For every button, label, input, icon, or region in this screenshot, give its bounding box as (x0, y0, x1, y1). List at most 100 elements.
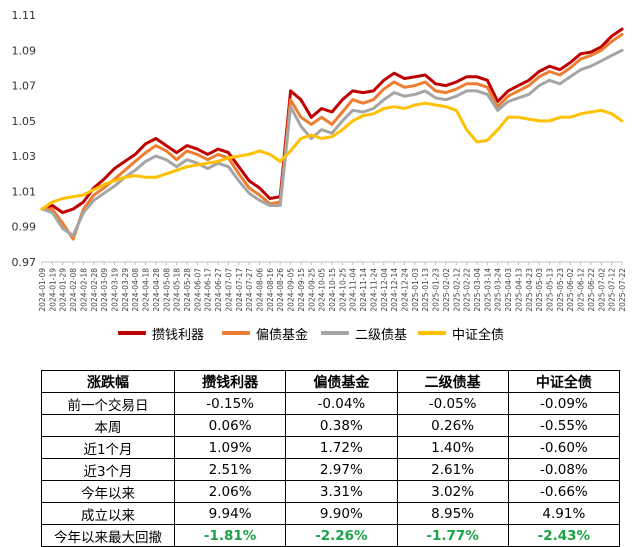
x-tick-label: 2024-03-29 (121, 268, 130, 312)
x-tick-label: 2024-04-28 (152, 268, 161, 312)
table-cell: 0.26% (396, 414, 509, 437)
row-label: 成立以来 (41, 502, 175, 525)
table-cell: 2.61% (396, 458, 509, 481)
x-tick-label: 2024-11-04 (349, 268, 358, 312)
performance-table: 涨跌幅 攒钱利器 偏债基金 二级债基 中证全债 前一个交易日 -0.15% -0.04% -0… (41, 370, 621, 547)
x-tick-label: 2024-03-19 (111, 268, 120, 312)
x-tick-label: 2025-05-03 (535, 268, 544, 312)
table-row: 近3个月 2.51% 2.97% 2.61% -0.08% (41, 458, 621, 481)
x-tick-label: 2024-07-17 (235, 268, 244, 312)
x-tick-label: 2025-01-03 (411, 268, 420, 312)
table-cell: -2.26% (285, 524, 398, 547)
x-tick-label: 2024-12-14 (390, 268, 399, 312)
table-row: 今年以来最大回撤 -1.81% -2.26% -1.77% -2.43% (41, 524, 621, 547)
table-cell: 2.06% (173, 480, 287, 503)
x-tick-label: 2024-05-08 (162, 268, 171, 312)
y-tick-label: 1.05 (12, 115, 37, 128)
legend-item: 中证全债 (418, 320, 504, 346)
table-row: 今年以来 2.06% 3.31% 3.02% -0.66% (41, 480, 621, 503)
y-tick-label: 0.99 (12, 221, 37, 234)
x-tick-label: 2025-07-12 (608, 268, 617, 312)
x-tick-label: 2025-06-12 (577, 268, 586, 312)
table-cell: 0.38% (285, 414, 398, 437)
legend-label: 二级债基 (355, 327, 408, 343)
table-cell: -1.77% (396, 524, 509, 547)
x-tick-label: 2024-08-06 (256, 268, 265, 312)
table-cell: 1.72% (285, 436, 398, 459)
series-line-3 (40, 48, 624, 237)
table-cell: 8.95% (396, 502, 509, 525)
table-row: 成立以来 9.94% 9.90% 8.95% 4.91% (41, 502, 621, 525)
series-line-4 (40, 101, 624, 211)
row-label: 今年以来 (41, 480, 175, 503)
table-header-cell: 二级债基 (396, 370, 509, 393)
row-label: 近1个月 (41, 436, 175, 459)
x-tick-label: 2025-04-23 (525, 268, 534, 312)
x-tick-label: 2024-01-09 (38, 268, 47, 312)
x-tick-label: 2024-04-18 (142, 268, 151, 312)
x-tick-label: 2024-02-08 (69, 268, 78, 312)
x-tick-label: 2025-02-12 (452, 268, 461, 312)
legend-swatch (321, 331, 349, 335)
x-tick-label: 2024-02-28 (90, 268, 99, 312)
x-tick-label: 2024-11-24 (369, 268, 378, 312)
x-tick-label: 2025-05-13 (546, 268, 555, 312)
table-cell: 0.06% (173, 414, 287, 437)
table-cell: 1.09% (173, 436, 287, 459)
x-tick-label: 2025-07-02 (597, 268, 606, 312)
y-tick-label: 0.97 (12, 256, 37, 269)
x-tick-label: 2024-10-25 (338, 268, 347, 312)
table-cell: -0.09% (507, 392, 621, 415)
table-body: 前一个交易日 -0.15% -0.04% -0.05% -0.09% 本周 0.06% 0.3… (41, 392, 621, 547)
table-cell: 2.97% (285, 458, 398, 481)
y-tick-label: 1.07 (12, 80, 37, 93)
x-tick-label: 2024-06-07 (193, 268, 202, 312)
x-tick-label: 2024-07-27 (245, 268, 254, 312)
x-tick-label: 2024-08-16 (266, 268, 275, 312)
x-tick-label: 2024-03-09 (100, 268, 109, 312)
table-row: 前一个交易日 -0.15% -0.04% -0.05% -0.09% (41, 392, 621, 415)
x-tick-label: 2024-07-07 (224, 268, 233, 312)
legend-swatch (418, 331, 446, 335)
x-tick-label: 2025-04-13 (514, 268, 523, 312)
table-cell: -0.66% (507, 480, 621, 503)
table-cell: -0.08% (507, 458, 621, 481)
legend-label: 中证全债 (452, 327, 505, 343)
x-tick-label: 2024-01-29 (59, 268, 68, 312)
x-tick-label: 2024-10-15 (328, 268, 337, 312)
table-cell: -0.05% (396, 392, 509, 415)
table-cell: -0.15% (173, 392, 287, 415)
x-tick-label: 2025-06-02 (566, 268, 575, 312)
x-tick-label: 2024-06-17 (204, 268, 213, 312)
x-tick-label: 2024-04-08 (131, 268, 140, 312)
table-cell: -0.60% (507, 436, 621, 459)
legend-label: 攒钱利器 (152, 327, 205, 343)
table-cell: 9.94% (173, 502, 287, 525)
x-tick-label: 2024-09-05 (287, 268, 296, 312)
table-cell: 3.02% (396, 480, 509, 503)
x-tick-label: 2024-05-28 (183, 268, 192, 312)
chart-legend: 攒钱利器 偏债基金 二级债基 中证全债 (0, 320, 632, 346)
table-cell: -0.04% (285, 392, 398, 415)
legend-item: 偏债基金 (222, 320, 308, 346)
table-cell: 3.31% (285, 480, 398, 503)
row-label: 本周 (41, 414, 175, 437)
legend-item: 二级债基 (321, 320, 407, 346)
x-tick-label: 2024-05-18 (173, 268, 182, 312)
table-cell: -1.81% (173, 524, 287, 547)
x-tick-label: 2025-04-03 (504, 268, 513, 312)
row-label: 前一个交易日 (41, 392, 175, 415)
x-tick-label: 2025-01-13 (421, 268, 430, 312)
table-cell: 9.90% (285, 502, 398, 525)
row-label: 近3个月 (41, 458, 175, 481)
table-cell: -0.55% (507, 414, 621, 437)
table-header-cell: 攒钱利器 (173, 370, 287, 393)
x-tick-label: 2024-10-05 (318, 268, 327, 312)
table-row: 本周 0.06% 0.38% 0.26% -0.55% (41, 414, 621, 437)
x-tick-label: 2024-01-19 (48, 268, 57, 312)
legend-swatch (222, 331, 250, 335)
x-tick-label: 2025-02-02 (442, 268, 451, 312)
x-tick-label: 2025-06-22 (587, 268, 596, 312)
legend-item: 攒钱利器 (118, 320, 204, 346)
x-tick-label: 2024-12-04 (380, 268, 389, 312)
